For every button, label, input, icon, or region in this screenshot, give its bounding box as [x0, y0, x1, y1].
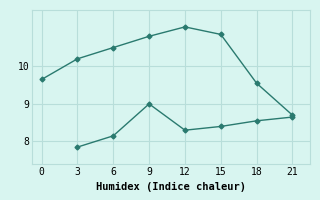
- X-axis label: Humidex (Indice chaleur): Humidex (Indice chaleur): [96, 182, 246, 192]
